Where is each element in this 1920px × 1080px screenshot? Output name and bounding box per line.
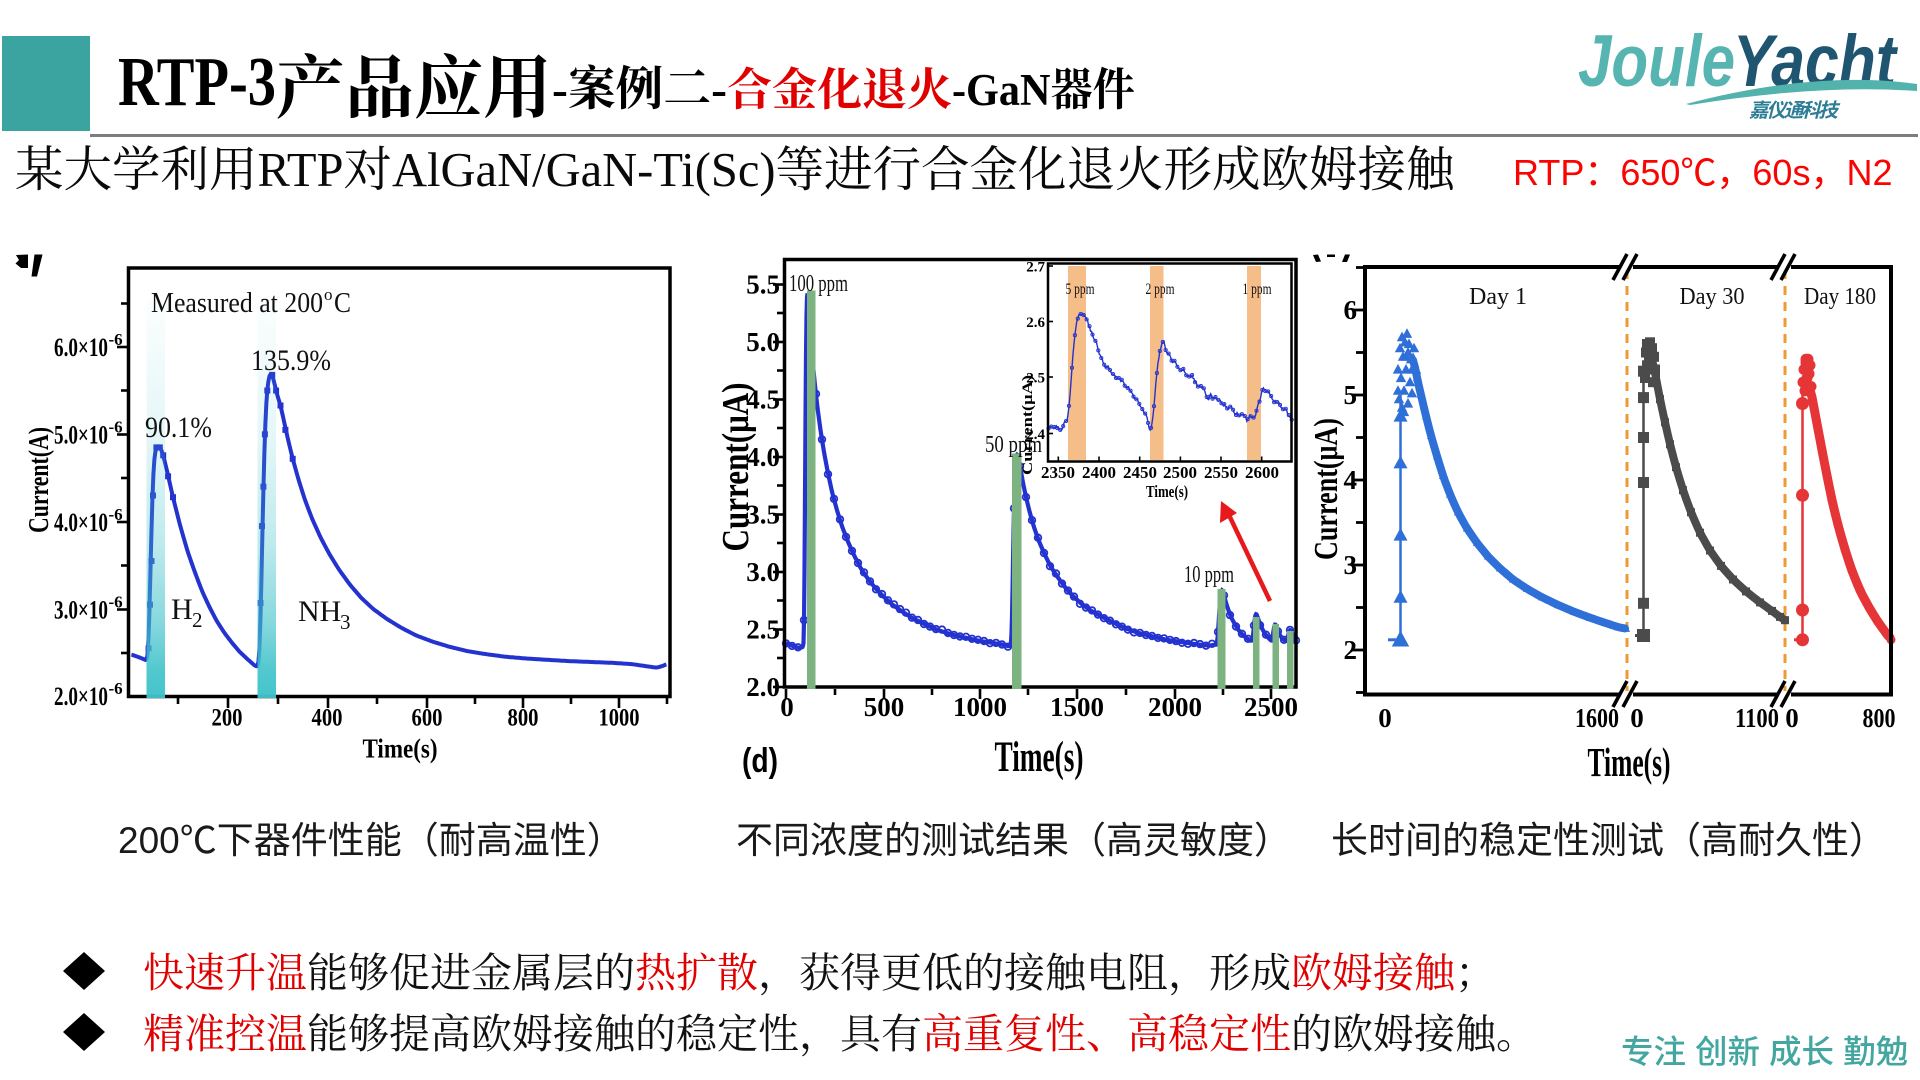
svg-text:Joule: Joule: [1578, 21, 1735, 102]
svg-text:5.0×10: 5.0×10: [54, 421, 108, 450]
svg-text:1 ppm: 1 ppm: [1243, 281, 1272, 298]
svg-text:135.9%: 135.9%: [251, 344, 331, 377]
svg-text:2: 2: [1344, 635, 1358, 665]
svg-text:6.0×10: 6.0×10: [54, 333, 108, 362]
svg-text:Day 1: Day 1: [1469, 284, 1527, 310]
svg-text:o: o: [324, 285, 333, 304]
svg-text:800: 800: [1863, 703, 1896, 733]
svg-text:嘉仪通科技: 嘉仪通科技: [1749, 100, 1840, 122]
svg-text:Current(μA): Current(μA): [715, 383, 757, 552]
svg-text:2.6: 2.6: [1026, 315, 1045, 331]
svg-text:NH: NH: [298, 595, 341, 628]
svg-text:Time(s): Time(s): [995, 734, 1084, 781]
svg-text:Time(s): Time(s): [1146, 482, 1188, 501]
svg-text:Day 30: Day 30: [1680, 284, 1745, 310]
svg-text:(d): (d): [742, 742, 778, 780]
svg-text:2: 2: [192, 608, 203, 632]
svg-text:2.0: 2.0: [746, 672, 780, 702]
svg-text:0: 0: [1378, 703, 1392, 733]
svg-text:Time(s): Time(s): [363, 734, 438, 764]
svg-text:50 ppm: 50 ppm: [985, 432, 1042, 458]
svg-text:800: 800: [508, 705, 539, 732]
svg-text:-6: -6: [109, 505, 123, 524]
svg-text:5.0: 5.0: [746, 327, 780, 357]
svg-text:C: C: [334, 288, 351, 319]
svg-text:4: 4: [1344, 465, 1358, 495]
svg-text:2000: 2000: [1148, 692, 1202, 722]
svg-text:2500: 2500: [1163, 463, 1197, 482]
svg-text:3: 3: [340, 610, 351, 634]
svg-text:4.0×10: 4.0×10: [54, 508, 108, 537]
svg-text:3: 3: [1344, 550, 1358, 580]
svg-text:100 ppm: 100 ppm: [789, 271, 848, 297]
svg-text:Current(A): Current(A): [24, 427, 55, 533]
svg-text:3.0×10: 3.0×10: [54, 596, 108, 625]
svg-text:2 ppm: 2 ppm: [1146, 281, 1175, 298]
svg-text:600: 600: [412, 705, 443, 732]
svg-text:2600: 2600: [1245, 463, 1279, 482]
svg-text:5.5: 5.5: [746, 270, 780, 300]
svg-text:Day 180: Day 180: [1804, 284, 1876, 310]
svg-text:Current(μA): Current(μA): [1308, 418, 1345, 560]
svg-text:2.5: 2.5: [746, 615, 780, 645]
svg-text:200: 200: [212, 705, 243, 732]
svg-text:2350: 2350: [1041, 463, 1075, 482]
svg-text:2.4: 2.4: [1026, 427, 1045, 443]
svg-text:-6: -6: [109, 330, 123, 349]
svg-text:2.7: 2.7: [1026, 260, 1045, 276]
svg-text:10 ppm: 10 ppm: [1184, 562, 1234, 588]
svg-text:5 ppm: 5 ppm: [1066, 281, 1095, 298]
svg-text:1100: 1100: [1735, 703, 1779, 733]
svg-text:2450: 2450: [1123, 463, 1157, 482]
svg-text:H: H: [171, 593, 193, 626]
svg-text:2400: 2400: [1082, 463, 1116, 482]
svg-text:-6: -6: [109, 418, 123, 437]
svg-text:3.5: 3.5: [746, 500, 780, 530]
svg-text:Measured at 200: Measured at 200: [151, 288, 323, 319]
svg-text:500: 500: [864, 692, 905, 722]
svg-text:5: 5: [1344, 380, 1358, 410]
svg-text:0: 0: [780, 692, 794, 722]
svg-text:1600: 1600: [1575, 703, 1619, 733]
svg-text:1000: 1000: [953, 692, 1007, 722]
svg-text:Current(μA): Current(μA): [1020, 375, 1036, 475]
svg-text:2550: 2550: [1204, 463, 1238, 482]
svg-text:1500: 1500: [1050, 692, 1104, 722]
svg-text:1000: 1000: [599, 705, 640, 732]
svg-text:-6: -6: [109, 593, 123, 612]
svg-text:400: 400: [312, 705, 343, 732]
svg-text:3.0: 3.0: [746, 557, 780, 587]
svg-text:-6: -6: [109, 679, 123, 698]
svg-text:2.0×10: 2.0×10: [54, 682, 108, 711]
svg-text:4.0: 4.0: [746, 442, 780, 472]
svg-text:0: 0: [1785, 703, 1799, 733]
svg-text:2500: 2500: [1244, 692, 1298, 722]
svg-text:Time(s): Time(s): [1588, 739, 1671, 785]
svg-text:4.5: 4.5: [746, 385, 780, 415]
svg-text:0: 0: [1630, 703, 1644, 733]
svg-text:2.5: 2.5: [1026, 371, 1045, 387]
svg-text:6: 6: [1344, 295, 1358, 325]
svg-text:90.1%: 90.1%: [145, 411, 212, 444]
